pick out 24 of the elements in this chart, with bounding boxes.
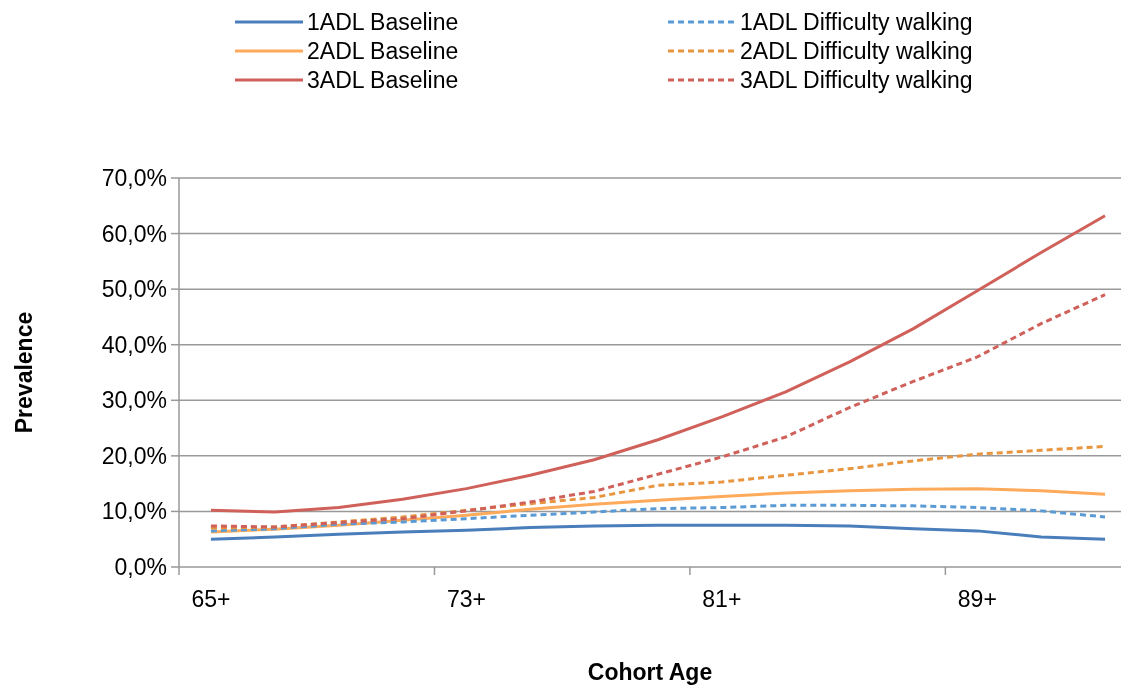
x-axis-title: Cohort Age	[587, 659, 713, 685]
legend-label: 2ADL Baseline	[307, 38, 459, 65]
legend-label: 1ADL Baseline	[307, 9, 459, 36]
legend-label: 2ADL Difficulty walking	[740, 38, 973, 65]
x-tick-label: 65+	[191, 586, 231, 612]
y-tick-label: 20,0%	[101, 442, 167, 469]
line-series	[209, 293, 1107, 529]
y-tick-label: 70,0%	[101, 165, 167, 192]
y-tick-label: 10,0%	[101, 498, 167, 525]
line-series	[209, 523, 1107, 541]
legend-label: 1ADL Difficulty walking	[740, 9, 973, 36]
x-tick-label: 81+	[702, 586, 742, 612]
y-tick-label: 30,0%	[101, 387, 167, 414]
line-series	[209, 503, 1107, 533]
y-tick-label: 0,0%	[114, 554, 167, 581]
y-tick-label: 60,0%	[101, 220, 167, 247]
x-tick-label: 73+	[446, 586, 486, 612]
y-tick-label: 50,0%	[101, 276, 167, 303]
legend-label: 3ADL Difficulty walking	[740, 67, 973, 94]
line-series	[209, 214, 1107, 514]
y-axis-title: Prevalence	[11, 311, 37, 434]
legend-label: 3ADL Baseline	[307, 67, 459, 94]
x-tick-label: 89+	[957, 586, 997, 612]
y-tick-label: 40,0%	[101, 331, 167, 358]
